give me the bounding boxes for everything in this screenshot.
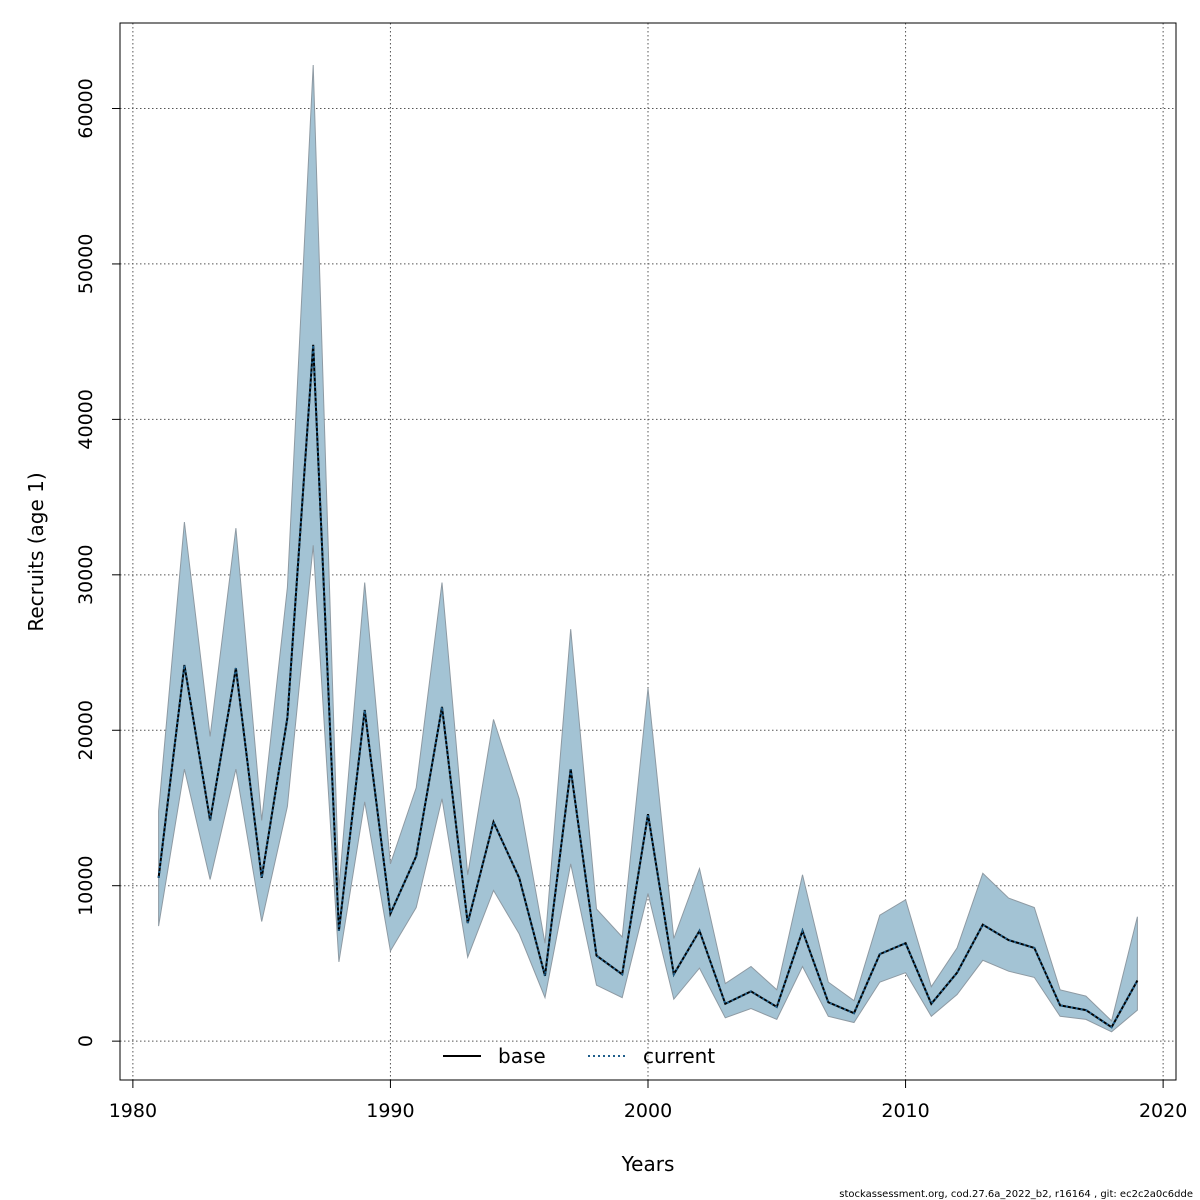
legend: base current <box>443 1044 715 1068</box>
series-line-current <box>157 344 1139 1029</box>
x-tick-label: 2020 <box>1139 1100 1187 1122</box>
y-tick-label: 0 <box>75 1035 97 1047</box>
y-tick-label: 30000 <box>75 545 97 605</box>
y-axis-title: Recruits (age 1) <box>24 472 48 631</box>
series-line-layer <box>157 344 1139 1029</box>
x-tick-label: 1980 <box>109 1100 157 1122</box>
x-axis-title: Years <box>621 1152 675 1176</box>
grid-layer <box>120 23 1176 1080</box>
footer-note: stockassessment.org, cod.27.6a_2022_b2, … <box>839 1189 1193 1200</box>
x-tick-label: 2000 <box>624 1100 672 1122</box>
y-tick-label: 20000 <box>75 700 97 760</box>
x-tick-label: 2010 <box>881 1100 929 1122</box>
x-tick-label: 1990 <box>366 1100 414 1122</box>
legend-label-current: current <box>643 1044 715 1068</box>
confidence-band-layer <box>158 64 1138 1033</box>
confidence-band <box>158 64 1138 1033</box>
y-tick-label: 50000 <box>75 234 97 294</box>
y-tick-label: 10000 <box>75 855 97 915</box>
legend-label-base: base <box>498 1044 546 1068</box>
y-tick-label: 60000 <box>75 78 97 138</box>
plot-frame <box>119 22 1177 1081</box>
y-tick-label: 40000 <box>75 389 97 449</box>
